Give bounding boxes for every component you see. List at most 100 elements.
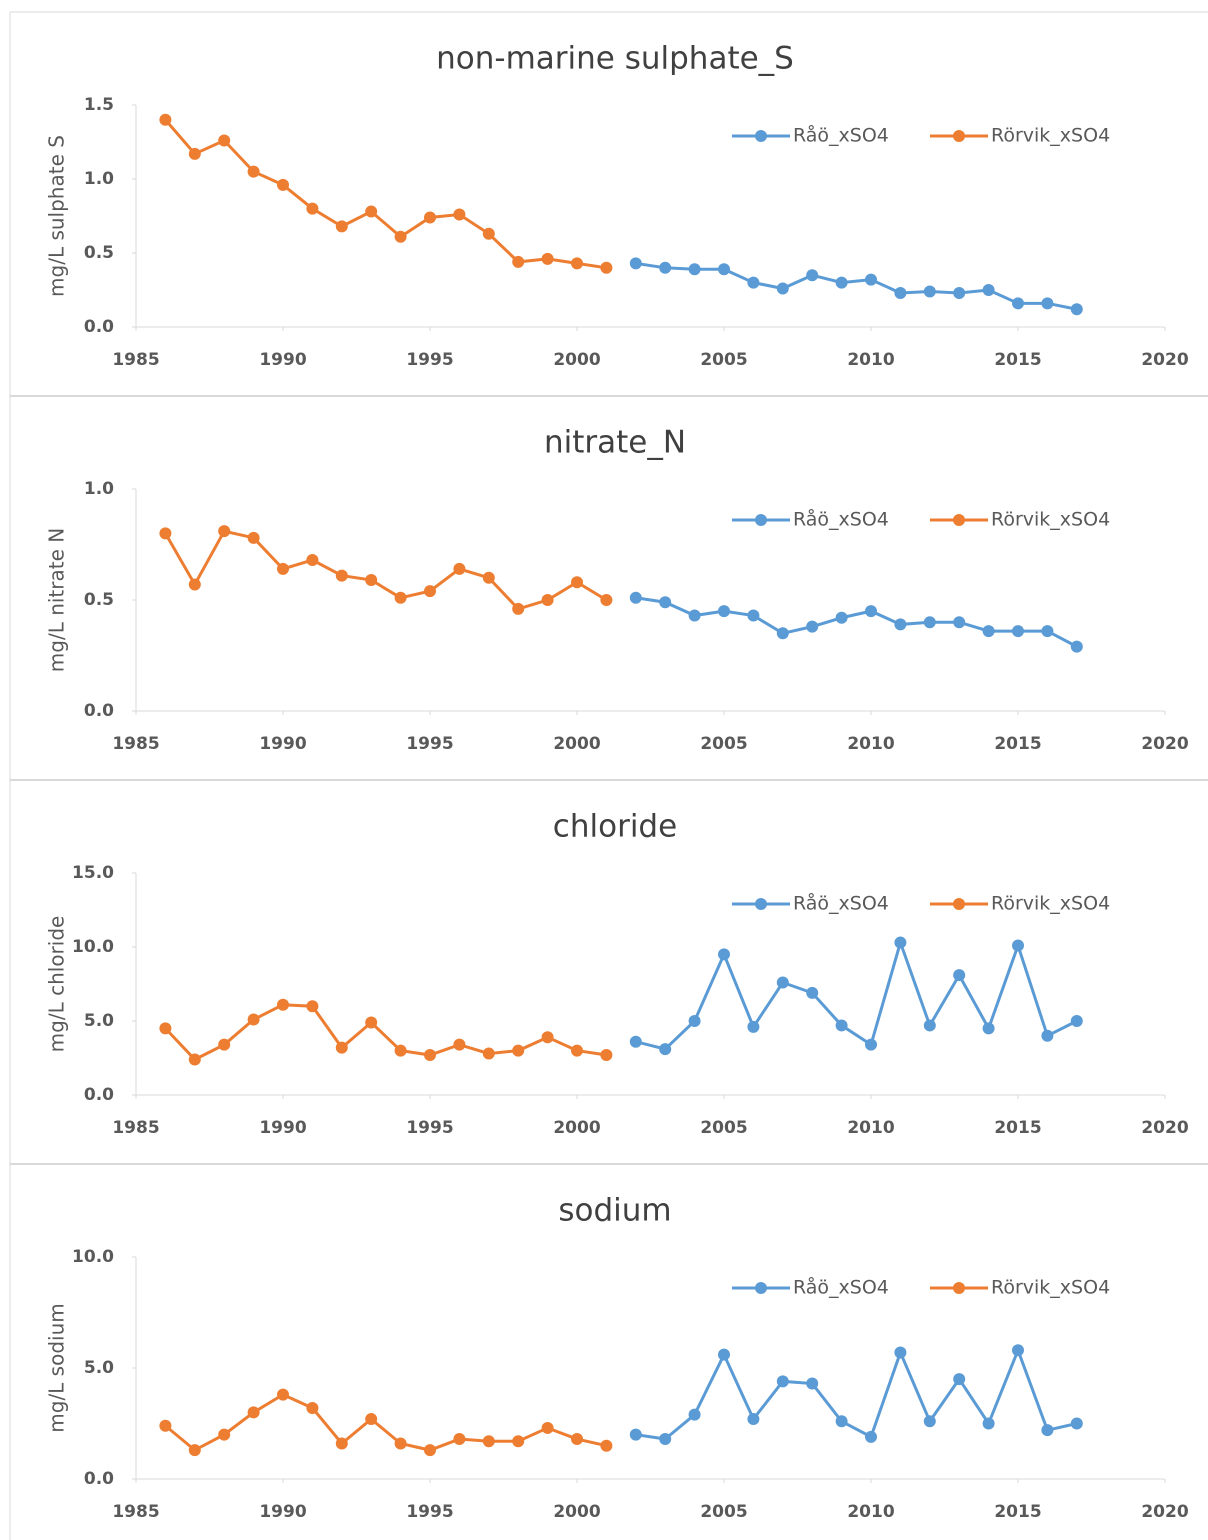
x-tick-label: 2010 — [847, 1502, 894, 1522]
x-tick-label: 1995 — [406, 1502, 453, 1522]
y-tick-label: 1.0 — [84, 479, 114, 499]
data-point — [659, 261, 672, 274]
series-line — [635, 261, 1078, 311]
data-point — [571, 1433, 583, 1446]
data-point — [424, 1049, 436, 1062]
data-point — [600, 1439, 613, 1452]
data-point — [482, 1435, 495, 1448]
data-point — [835, 1415, 848, 1428]
data-point — [541, 252, 554, 265]
data-point — [835, 611, 848, 624]
legend-label: Råö_xSO4 — [793, 1276, 889, 1299]
data-point — [188, 578, 201, 591]
data-point — [776, 976, 789, 989]
data-point — [688, 1015, 701, 1027]
y-axis-label: mg/L sulphate S — [45, 135, 69, 297]
data-point — [247, 1406, 260, 1419]
data-point — [982, 284, 995, 296]
x-tick-label: 2005 — [700, 350, 747, 370]
x-tick-label: 2000 — [553, 1502, 600, 1522]
x-tick-label: 1990 — [259, 1502, 306, 1522]
y-tick-label: 0.0 — [84, 317, 114, 337]
legend-label: Rörvik_xSO4 — [991, 125, 1110, 147]
y-tick-label: 0.0 — [84, 701, 114, 721]
data-point — [1041, 625, 1054, 638]
chart-title: sodium — [558, 1193, 671, 1229]
y-tick-label: 10.0 — [72, 937, 114, 957]
data-point — [482, 227, 495, 240]
x-tick-label: 2010 — [847, 350, 894, 370]
data-point — [1012, 625, 1024, 638]
data-point — [277, 1388, 289, 1401]
data-point — [953, 286, 966, 299]
data-point — [982, 1417, 995, 1430]
legend-label: Råö_xSO4 — [793, 124, 889, 147]
x-tick-label: 2015 — [994, 350, 1041, 370]
data-point — [277, 178, 289, 191]
x-tick-label: 1985 — [112, 350, 159, 370]
x-tick-label: 1990 — [259, 734, 306, 754]
data-point — [659, 1043, 672, 1056]
data-point — [365, 1016, 378, 1029]
x-tick-label: 2005 — [700, 1502, 747, 1522]
data-point — [453, 1433, 466, 1446]
data-point — [424, 585, 436, 598]
data-point — [1012, 1344, 1024, 1357]
data-point — [600, 1049, 613, 1062]
data-point — [835, 276, 848, 289]
data-point — [541, 1031, 554, 1044]
data-point — [453, 208, 466, 221]
legend-marker — [755, 898, 767, 910]
series-line — [164, 529, 608, 611]
legend-marker — [953, 1282, 965, 1294]
data-point — [776, 282, 789, 295]
data-point — [335, 1437, 348, 1450]
data-point — [659, 1433, 672, 1446]
data-point — [159, 1419, 172, 1432]
legend-label: Rörvik_xSO4 — [991, 1277, 1110, 1299]
data-point — [923, 285, 936, 298]
data-point — [718, 605, 730, 618]
data-point — [247, 1013, 260, 1026]
data-point — [335, 220, 348, 233]
data-point — [394, 591, 407, 604]
y-axis-label: mg/L chloride — [45, 916, 69, 1053]
y-tick-label: 0.5 — [84, 590, 114, 610]
x-tick-label: 1985 — [112, 1118, 159, 1138]
data-point — [218, 1038, 231, 1051]
legend-marker — [755, 1282, 767, 1294]
data-point — [159, 1022, 172, 1035]
data-point — [1070, 1417, 1083, 1430]
y-axis-label: mg/L nitrate N — [45, 528, 69, 672]
data-point — [659, 596, 672, 609]
data-point — [277, 562, 289, 575]
x-tick-label: 2010 — [847, 734, 894, 754]
data-point — [306, 202, 319, 215]
x-tick-label: 2020 — [1141, 1118, 1188, 1138]
data-point — [1041, 1424, 1054, 1437]
x-tick-label: 1985 — [112, 734, 159, 754]
data-point — [600, 261, 613, 274]
data-point — [982, 1022, 995, 1035]
data-point — [688, 1408, 701, 1421]
data-point — [688, 609, 701, 622]
data-point — [806, 1377, 819, 1390]
data-point — [1041, 1029, 1054, 1042]
data-point — [776, 1375, 789, 1388]
data-point — [394, 1437, 407, 1450]
data-point — [159, 527, 172, 540]
x-tick-label: 1995 — [406, 350, 453, 370]
legend-marker — [953, 514, 965, 526]
series-line — [164, 1003, 607, 1062]
data-point — [776, 627, 789, 640]
x-tick-label: 2020 — [1141, 350, 1188, 370]
data-point — [365, 574, 378, 587]
legend-marker — [755, 130, 767, 142]
y-tick-label: 15.0 — [72, 863, 114, 883]
data-point — [865, 1430, 877, 1443]
x-tick-label: 2010 — [847, 1118, 894, 1138]
legend-label: Råö_xSO4 — [793, 508, 889, 531]
data-point — [747, 1020, 760, 1033]
data-point — [159, 113, 172, 126]
y-tick-label: 1.0 — [84, 169, 114, 189]
